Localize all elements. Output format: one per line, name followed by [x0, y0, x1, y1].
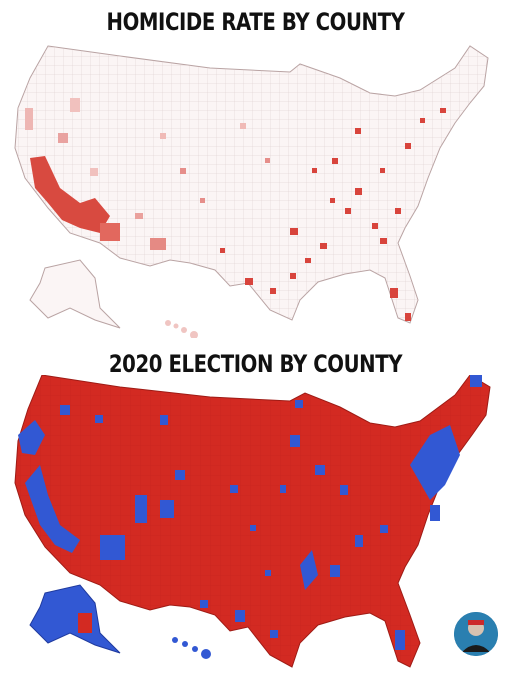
alaska-shape-election: [29, 584, 121, 654]
homicide-rate-map: [14, 45, 489, 338]
hawaii-shape-election: [172, 637, 211, 659]
map-title-election: 2020 ELECTION BY COUNTY: [108, 350, 403, 378]
user-avatar-icon: [452, 610, 500, 658]
alaska-shape: [29, 259, 121, 329]
map-title-homicide: HOMICIDE RATE BY COUNTY: [106, 8, 405, 36]
homicide-hotspots: [25, 98, 446, 321]
democrat-counties: [18, 375, 482, 650]
hawaii-shape: [165, 320, 198, 338]
election-map: [14, 375, 491, 668]
